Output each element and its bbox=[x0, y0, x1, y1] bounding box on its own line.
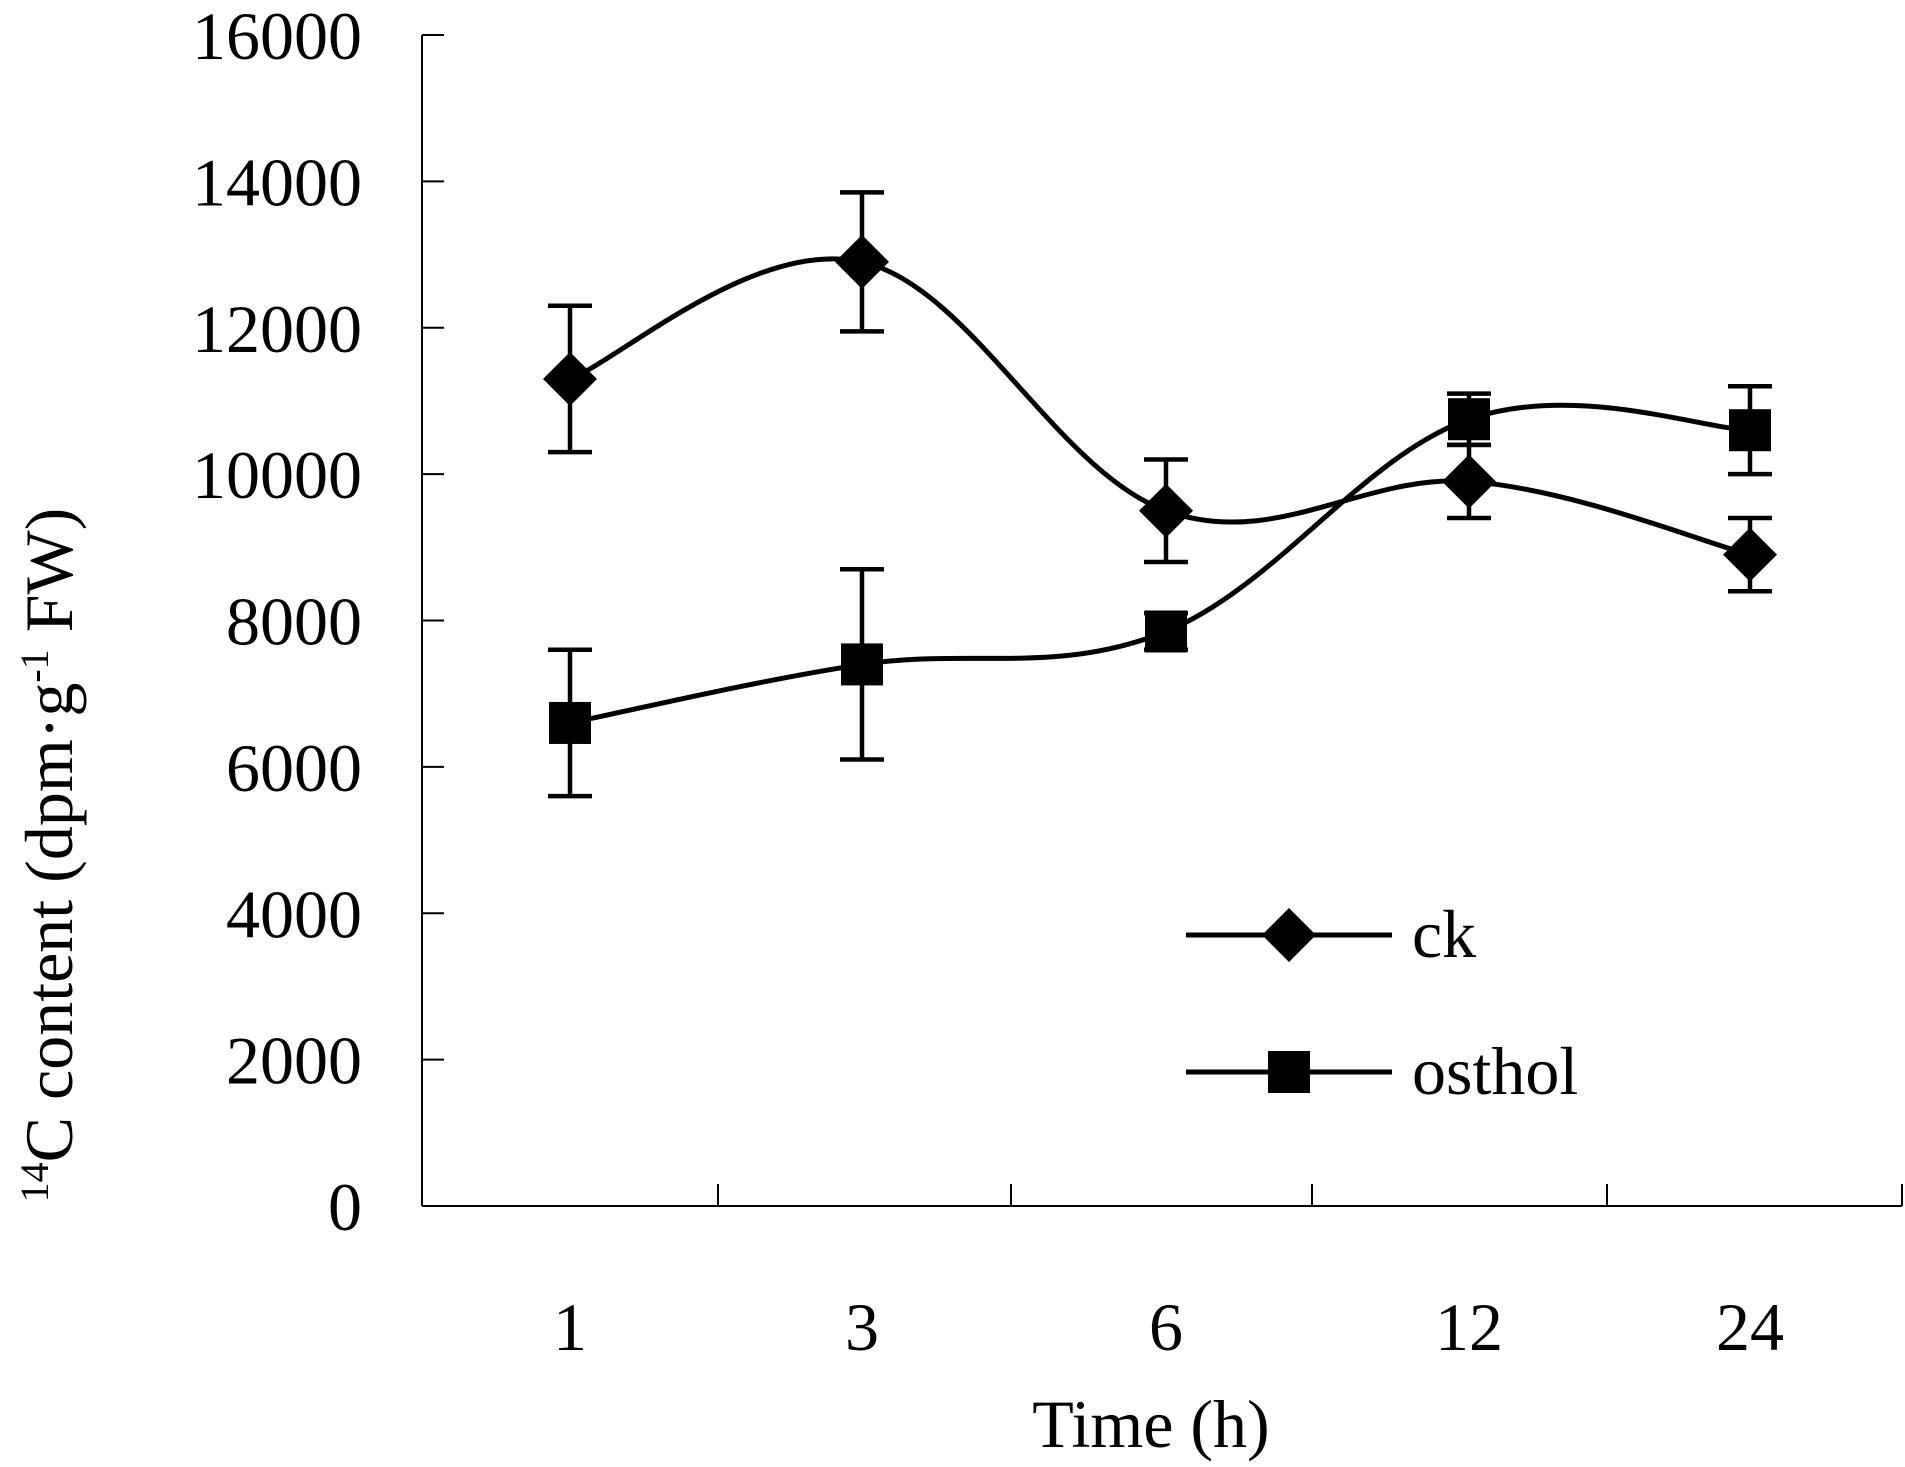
data-point-ck bbox=[1723, 527, 1777, 582]
data-point-ck bbox=[1442, 454, 1496, 509]
legend-marker-ck bbox=[1262, 908, 1316, 962]
y-tick-label: 12000 bbox=[192, 291, 362, 367]
x-tick-label: 24 bbox=[1716, 1289, 1784, 1365]
y-tick-label: 0 bbox=[328, 1169, 362, 1245]
y-tick-label: 8000 bbox=[226, 584, 362, 660]
series-ck bbox=[543, 190, 1777, 594]
y-tick-label: 14000 bbox=[192, 144, 362, 220]
legend-marker-osthol bbox=[1268, 1051, 1310, 1093]
data-point-ck bbox=[543, 351, 597, 406]
x-axis: 1 3 6 12 24 bbox=[422, 1184, 1903, 1365]
data-point-ck bbox=[1139, 483, 1193, 538]
data-point-osthol bbox=[1448, 398, 1490, 441]
y-tick-label: 2000 bbox=[226, 1023, 362, 1099]
y-axis-title-main: C content (dpm·g bbox=[11, 683, 87, 1163]
x-tick-label: 3 bbox=[845, 1289, 879, 1365]
data-point-ck bbox=[835, 234, 889, 289]
legend-item-ck: ck bbox=[1186, 896, 1476, 972]
y-axis-title-suffix: FW) bbox=[11, 508, 87, 650]
legend: ck osthol bbox=[1186, 896, 1578, 1109]
x-tick-label: 6 bbox=[1149, 1289, 1183, 1365]
y-axis: 0 2000 4000 6000 8000 10000 12000 14000 16000 bbox=[192, 0, 444, 1245]
data-point-osthol bbox=[549, 701, 591, 744]
y-axis-title: 14C content (dpm·g-1 FW) bbox=[11, 508, 87, 1203]
y-tick-label: 16000 bbox=[192, 0, 362, 74]
y-tick-label: 10000 bbox=[192, 437, 362, 513]
x-tick-label: 1 bbox=[553, 1289, 587, 1365]
y-tick-label: 4000 bbox=[226, 876, 362, 952]
data-point-osthol bbox=[1729, 409, 1771, 452]
legend-label: ck bbox=[1412, 896, 1476, 972]
series-osthol bbox=[548, 384, 1772, 799]
legend-label: osthol bbox=[1412, 1033, 1578, 1109]
y-axis-title-superscript: -1 bbox=[12, 649, 57, 682]
legend-item-osthol: osthol bbox=[1186, 1033, 1578, 1109]
x-tick-label: 12 bbox=[1435, 1289, 1503, 1365]
data-point-osthol bbox=[841, 643, 883, 686]
y-axis-title-superscript-prefix: 14 bbox=[12, 1162, 57, 1202]
series-layer bbox=[543, 190, 1777, 799]
data-point-osthol bbox=[1145, 610, 1187, 653]
y-tick-label: 6000 bbox=[226, 730, 362, 806]
x-axis-title: Time (h) bbox=[1032, 1386, 1269, 1462]
